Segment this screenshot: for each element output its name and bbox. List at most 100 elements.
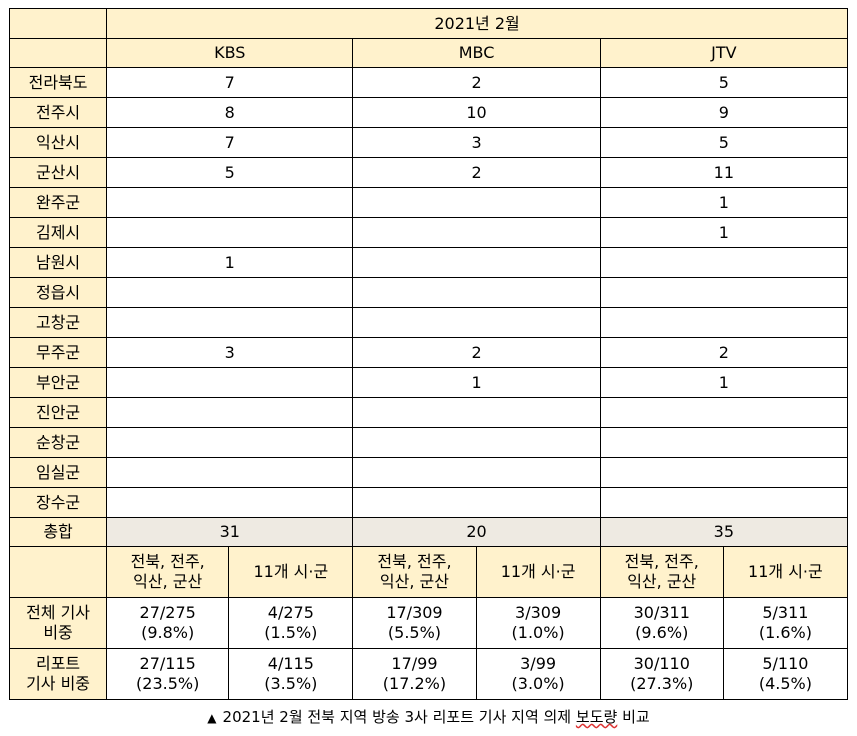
count-cell: 2	[352, 337, 601, 368]
stat-label-line: 비중	[43, 623, 73, 642]
region-label: 진안군	[8, 397, 108, 428]
caption-text: 2021년 2월 전북 지역 방송 3사 리포트 기사 지역 의제	[222, 708, 572, 726]
count-cell: 1	[599, 187, 849, 218]
stat-cell: 30/311 (9.6%)	[599, 597, 724, 649]
region-label: 부안군	[8, 367, 108, 398]
station-header-mbc: MBC	[352, 38, 601, 68]
count-cell: 5	[599, 127, 849, 158]
stat-percent: (4.5%)	[758, 674, 812, 693]
table-row: 완주군 1	[8, 187, 849, 218]
stat-percent: (27.3%)	[630, 674, 694, 693]
count-cell	[106, 277, 354, 308]
table-row: 전라북도 7 2 5	[8, 67, 849, 98]
stat-percent: (3.0%)	[511, 674, 565, 693]
station-header-kbs: KBS	[106, 38, 354, 68]
subheader-other: 11개 시·군	[722, 546, 849, 598]
count-cell	[106, 487, 354, 518]
table-row: 군산시 5 2 11	[8, 157, 849, 188]
corner-cell	[8, 38, 108, 68]
count-cell: 2	[352, 157, 601, 188]
table-row: 남원시 1	[8, 247, 849, 278]
stat-ratio: 17/99	[391, 654, 438, 673]
count-cell	[352, 457, 601, 488]
count-cell: 11	[599, 157, 849, 188]
stat-ratio: 17/309	[386, 603, 443, 622]
stat-ratio: 4/275	[267, 603, 314, 622]
table-row: 김제시 1	[8, 217, 849, 248]
region-label: 무주군	[8, 337, 108, 368]
table-row: 무주군 3 2 2	[8, 337, 849, 368]
caption-tail: 비교	[622, 708, 650, 726]
count-cell: 3	[352, 127, 601, 158]
region-label: 정읍시	[8, 277, 108, 308]
subheader-other: 11개 시·군	[475, 546, 601, 598]
region-label: 순창군	[8, 427, 108, 458]
stat-percent: (1.5%)	[264, 623, 318, 642]
region-label: 남원시	[8, 247, 108, 278]
count-cell	[599, 427, 849, 458]
count-cell	[599, 307, 849, 338]
table-row: 장수군	[8, 487, 849, 518]
region-label: 김제시	[8, 217, 108, 248]
stat-cell: 4/275 (1.5%)	[228, 597, 354, 649]
count-cell: 7	[106, 127, 354, 158]
stat-label-line: 리포트	[35, 654, 81, 673]
stat-cell: 27/115 (23.5%)	[106, 648, 230, 700]
count-cell: 1	[599, 367, 849, 398]
station-row: KBS MBC JTV	[8, 38, 849, 68]
stat-cell: 17/99 (17.2%)	[352, 648, 477, 700]
period-header: 2021년 2월	[106, 8, 848, 39]
stat-ratio: 27/115	[139, 654, 196, 673]
stat-row: 리포트 기사 비중 27/115 (23.5%) 4/115 (3.5%) 17/99 (17…	[8, 648, 849, 700]
subheader-core-line: 익산, 군산	[133, 572, 203, 591]
stat-ratio: 30/311	[633, 603, 690, 622]
stat-cell: 30/110 (27.3%)	[599, 648, 724, 700]
stat-ratio: 5/110	[762, 654, 809, 673]
stat-percent: (9.6%)	[635, 623, 689, 642]
count-cell	[106, 457, 354, 488]
count-cell: 8	[106, 97, 354, 128]
stat-row: 전체 기사 비중 27/275 (9.8%) 4/275 (1.5%) 17/309 (5.5…	[8, 597, 849, 649]
table-row: 임실군	[8, 457, 849, 488]
triangle-up-icon: ▲	[207, 711, 217, 725]
table-caption: ▲ 2021년 2월 전북 지역 방송 3사 리포트 기사 지역 의제 보도량 비…	[0, 707, 857, 728]
region-label: 임실군	[8, 457, 108, 488]
count-cell: 1	[106, 247, 354, 278]
stat-cell: 4/115 (3.5%)	[228, 648, 354, 700]
subheader-core-line: 전북, 전주,	[377, 552, 452, 571]
table-row: 순창군	[8, 427, 849, 458]
table-row: 정읍시	[8, 277, 849, 308]
subheader-core-line: 전북, 전주,	[130, 552, 205, 571]
corner-cell	[8, 546, 108, 598]
total-row: 총합 31 20 35	[8, 517, 849, 547]
stat-percent: (3.5%)	[264, 674, 318, 693]
count-cell	[599, 487, 849, 518]
stat-label-line: 기사 비중	[26, 674, 91, 693]
count-cell	[106, 367, 354, 398]
subheader-row: 전북, 전주, 익산, 군산 11개 시·군 전북, 전주, 익산, 군산 11개 시·군…	[8, 546, 849, 598]
count-cell: 9	[599, 97, 849, 128]
count-cell	[599, 277, 849, 308]
stat-percent: (1.0%)	[511, 623, 565, 642]
subheader-core-line: 익산, 군산	[379, 572, 449, 591]
table-row: 전주시 8 10 9	[8, 97, 849, 128]
stat-ratio: 5/311	[762, 603, 809, 622]
stat-cell: 3/309 (1.0%)	[475, 597, 601, 649]
stat-percent: (23.5%)	[136, 674, 200, 693]
count-cell	[352, 187, 601, 218]
station-header-jtv: JTV	[599, 38, 849, 68]
count-cell	[352, 247, 601, 278]
table-row: 익산시 7 3 5	[8, 127, 849, 158]
count-cell: 1	[352, 367, 601, 398]
subheader-core-line: 전북, 전주,	[624, 552, 699, 571]
region-label: 고창군	[8, 307, 108, 338]
total-cell: 31	[106, 517, 354, 547]
count-cell: 10	[352, 97, 601, 128]
stat-ratio: 30/110	[633, 654, 690, 673]
stat-percent: (9.8%)	[141, 623, 195, 642]
stat-cell: 5/110 (4.5%)	[722, 648, 849, 700]
stat-label: 전체 기사 비중	[8, 597, 108, 649]
total-label: 총합	[8, 517, 108, 547]
stat-percent: (1.6%)	[758, 623, 812, 642]
count-cell	[352, 307, 601, 338]
